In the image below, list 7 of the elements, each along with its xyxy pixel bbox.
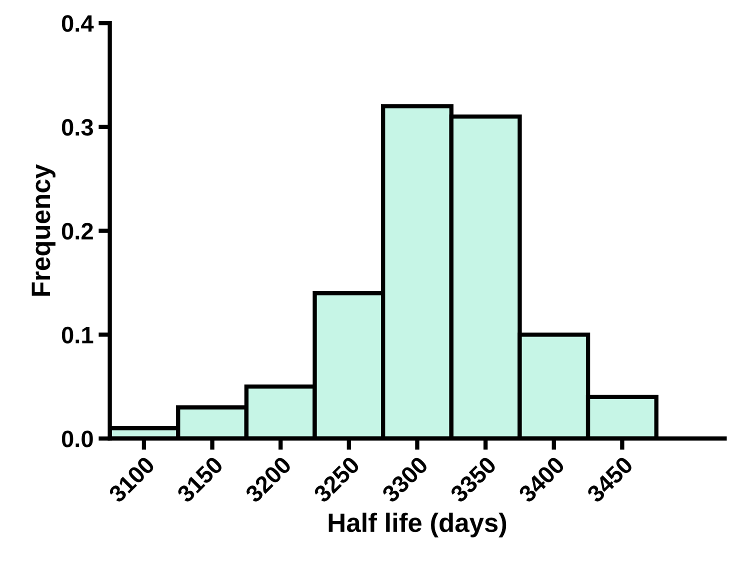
y-tick-label: 0.3 bbox=[62, 119, 93, 136]
y-tick-label: 0.4 bbox=[62, 15, 94, 32]
y-tick-label: 0.1 bbox=[62, 326, 94, 344]
y-axis-title: Frequency bbox=[32, 164, 56, 296]
x-axis-title: Half life (days) bbox=[328, 512, 506, 538]
y-tick-label: 0.2 bbox=[62, 222, 93, 240]
y-tick-label: 0.0 bbox=[62, 430, 93, 448]
